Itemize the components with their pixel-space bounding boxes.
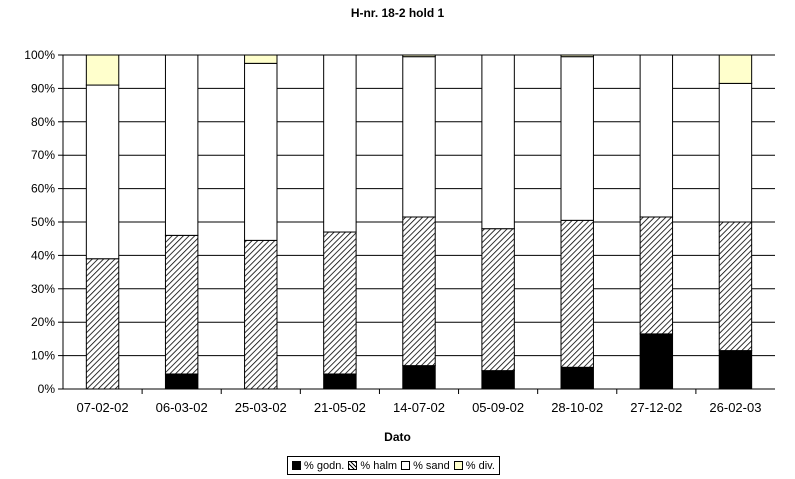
x-tick-label: 06-03-02 <box>156 400 208 415</box>
bar-segment-godn <box>560 366 594 390</box>
bar-segment-halm <box>85 258 120 390</box>
bar-segment-halm <box>402 216 436 367</box>
legend-swatch-godn <box>292 461 301 470</box>
y-tick-label: 40% <box>31 248 55 262</box>
bar-segment-div <box>85 54 120 86</box>
bar-segment-halm <box>560 219 594 368</box>
legend-item-sand: % sand <box>401 460 450 472</box>
bar-segment-godn <box>164 373 199 390</box>
x-tick-label: 07-02-02 <box>77 400 129 415</box>
x-tick-labels: 07-02-02 06-03-02 25-03-02 21-05-02 14-07-02… <box>77 400 762 415</box>
bar-segment-div <box>718 54 753 84</box>
y-tick-label: 60% <box>31 182 55 196</box>
bar-segment-halm <box>639 216 674 335</box>
y-tick-label: 50% <box>31 215 55 229</box>
chart-title: H-nr. 18-2 hold 1 <box>350 6 445 20</box>
bar-segment-sand <box>402 56 436 218</box>
bar-segment-sand <box>164 54 199 236</box>
legend-label-sand: % sand <box>413 459 450 472</box>
bar-segment-div <box>402 54 436 58</box>
y-tick-label: 70% <box>31 148 55 162</box>
legend-item-godn: % godn. <box>292 460 344 472</box>
x-tick-label: 28-10-02 <box>551 400 603 415</box>
bar-segment-div <box>244 54 278 64</box>
y-tick-label: 80% <box>31 115 55 129</box>
bar-segment-sand <box>718 82 753 223</box>
bar-segment-sand <box>560 56 594 221</box>
x-tick-label: 05-09-02 <box>472 400 524 415</box>
x-tick-label: 26-02-03 <box>709 400 761 415</box>
bar-segment-godn <box>639 333 674 390</box>
bars <box>85 54 753 390</box>
x-tick-label: 27-12-02 <box>630 400 682 415</box>
bar-segment-halm <box>718 221 753 352</box>
axes <box>62 55 775 390</box>
y-tick-label: 20% <box>31 315 55 329</box>
bar-segment-godn <box>323 373 357 390</box>
legend-swatch-halm <box>348 461 358 470</box>
y-tick-label: 90% <box>31 81 55 95</box>
x-tick-label: 25-03-02 <box>235 400 287 415</box>
bar-segment-halm <box>244 239 278 390</box>
legend-item-halm: % halm <box>348 460 397 472</box>
bar-segment-sand <box>639 54 674 218</box>
legend-item-div: % div. <box>453 459 495 472</box>
y-tick-labels: 0% 10% 20% 30% 40% 50% 60% 70% 80% 90% 100% <box>24 48 55 396</box>
stacked-bar-chart: 0% 10% 20% 30% 40% 50% 60% 70% 80% 90% 100% 07-02-… <box>24 48 775 415</box>
bar-segment-halm <box>164 234 199 375</box>
x-tick-label: 14-07-02 <box>393 400 445 415</box>
bar-segment-halm <box>323 231 357 375</box>
bar-segment-halm <box>481 228 515 372</box>
y-tick-label: 30% <box>31 282 55 296</box>
y-tick-label: 100% <box>24 48 55 62</box>
y-tick-label: 0% <box>38 382 56 396</box>
legend-label-godn: % godn. <box>304 459 345 472</box>
legend-label-div: % div. <box>465 459 495 472</box>
legend-swatch-div <box>453 461 463 470</box>
bar-segment-godn <box>481 370 515 390</box>
x-tick-label: 21-05-02 <box>314 400 366 415</box>
bar-segment-sand <box>244 62 278 241</box>
bar-segment-sand <box>481 54 515 230</box>
y-tick-label: 10% <box>31 349 55 363</box>
bar-segment-sand <box>323 54 357 233</box>
bar-segment-godn <box>718 350 753 390</box>
legend-label-halm: % halm <box>360 459 398 472</box>
x-axis-label: Dato <box>384 430 411 444</box>
bar-segment-godn <box>402 365 436 390</box>
bar-segment-sand <box>85 84 120 260</box>
bar-segment-div <box>560 54 594 58</box>
legend-swatch-sand <box>401 461 411 470</box>
legend: % godn. % halm % sand % div. <box>287 456 500 475</box>
